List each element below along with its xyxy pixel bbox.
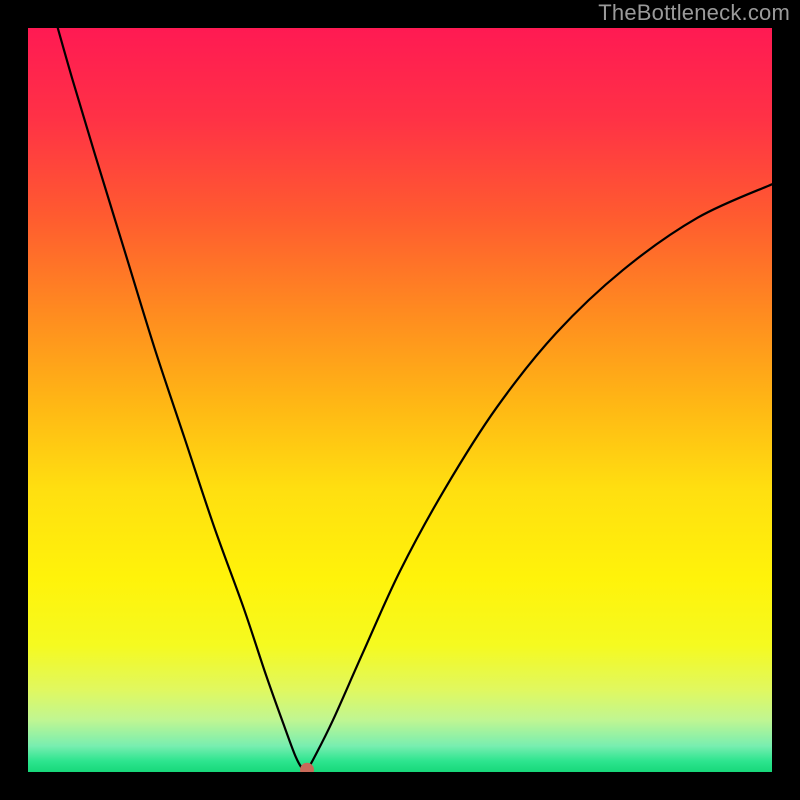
chart-frame: TheBottleneck.com xyxy=(0,0,800,800)
bottleneck-curve xyxy=(58,28,772,771)
plot-area xyxy=(28,28,772,772)
optimum-marker xyxy=(301,763,314,772)
curve-layer xyxy=(28,28,772,772)
watermark-text: TheBottleneck.com xyxy=(598,0,790,26)
